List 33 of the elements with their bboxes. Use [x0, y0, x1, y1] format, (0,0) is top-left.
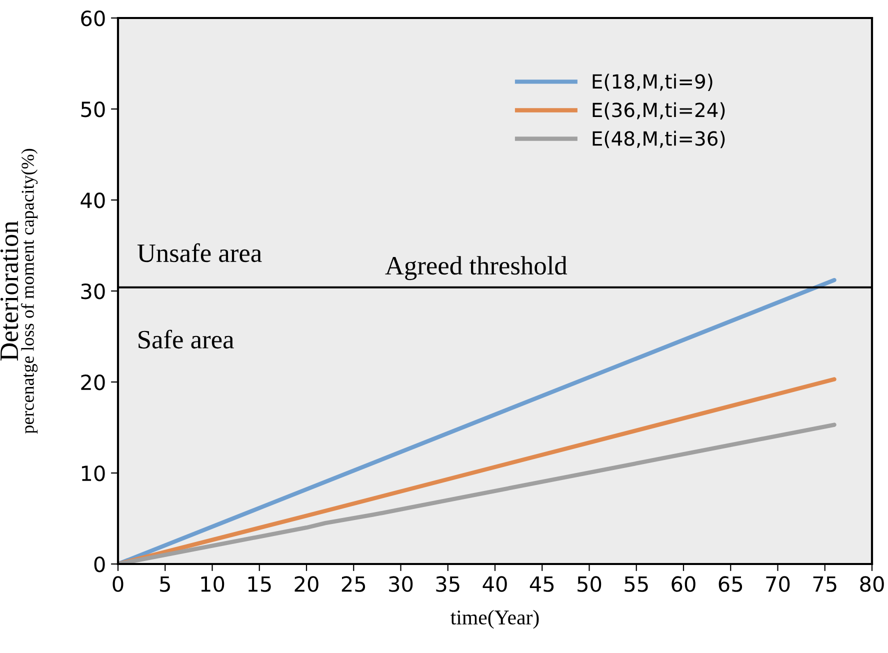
y-tick-label: 50 — [81, 101, 105, 118]
y-tick-label: 0 — [94, 556, 105, 572]
x-tick-label: 40 — [482, 576, 507, 592]
legend-label: E(18,M,ti=9) — [592, 74, 712, 92]
x-tick-label: 75 — [813, 576, 836, 592]
x-tick-label: 5 — [160, 576, 170, 592]
y-tick-label: 20 — [81, 374, 105, 390]
x-tick-label: 60 — [672, 576, 696, 592]
y-tick-label: 30 — [81, 283, 105, 300]
x-tick-label: 30 — [389, 576, 413, 592]
annotation: Safe area — [138, 330, 234, 349]
y-axis-title: Deterioration percenatge loss of moment capacity(%) — [0, 148, 38, 434]
x-tick-label: 45 — [530, 576, 554, 592]
annotation: Unsafe area — [137, 243, 262, 262]
y-tick-label: 10 — [82, 465, 105, 482]
x-tick-label: 10 — [201, 576, 224, 592]
ref-line-label: Agreed threshold — [385, 256, 568, 280]
y-tick-label: 60 — [81, 10, 105, 26]
legend-label: E(36,M,ti=24) — [592, 102, 725, 120]
line-series — [118, 422, 836, 564]
x-tick-label: 70 — [766, 576, 790, 592]
x-axis-title: time(Year) — [450, 610, 539, 629]
x-tick-label: 15 — [248, 576, 271, 592]
x-tick-label: 0 — [112, 576, 124, 592]
x-tick-label: 55 — [624, 576, 648, 592]
x-tick-label: 35 — [436, 576, 460, 592]
legend-label: E(48,M,ti=36) — [592, 130, 725, 148]
x-tick-label: 80 — [860, 576, 884, 592]
y-tick-label: 40 — [80, 192, 105, 208]
x-tick-label: 65 — [718, 576, 742, 592]
x-tick-label: 25 — [342, 576, 366, 592]
x-tick-label: 20 — [294, 576, 318, 592]
x-tick-label: 50 — [578, 576, 602, 592]
